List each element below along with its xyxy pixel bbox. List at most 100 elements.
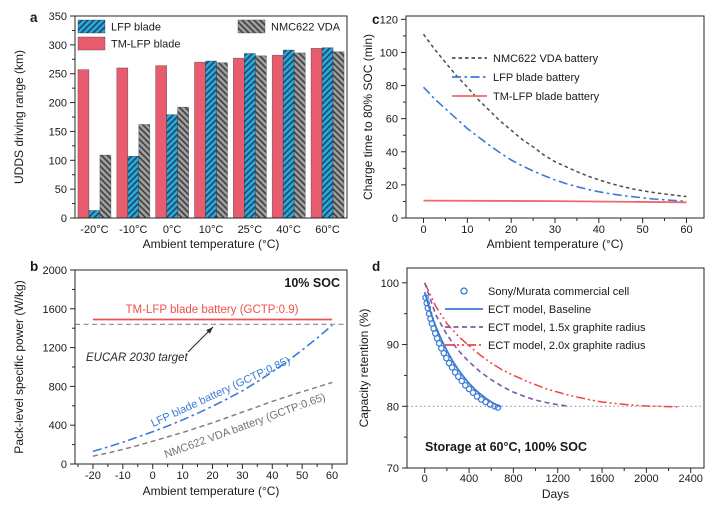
- bar-tm-lfp-blade: [77, 69, 90, 219]
- panel-d-legend: Sony/Murata commercial cell ECT model, Ba…: [445, 286, 646, 352]
- svg-text:40: 40: [266, 470, 278, 482]
- svg-text:10: 10: [176, 470, 188, 482]
- svg-text:0: 0: [150, 470, 156, 482]
- svg-text:ECT model, Baseline: ECT model, Baseline: [488, 304, 591, 316]
- svg-text:100: 100: [381, 278, 399, 290]
- panel-a-legend: LFP blade NMC622 VDA TM-LFP blade: [77, 19, 341, 51]
- panel-d-axes: 70 80 90 100 0 400 800 1200 1600 2000 2400 Days Capa…: [357, 278, 703, 501]
- bar-tm-lfp-blade: [116, 67, 129, 219]
- panel-b-xlabel: Ambient temperature (°C): [143, 484, 280, 498]
- series-lfp-blade-battery: [422, 86, 687, 203]
- bar-lfp-blade: [244, 53, 256, 219]
- panel-c-legend: NMC622 VDA battery LFP blade battery TM-LF…: [452, 53, 600, 103]
- bar-tm-lfp-blade: [310, 48, 323, 219]
- bar-lfp-blade: [205, 60, 217, 219]
- svg-text:80: 80: [387, 401, 399, 413]
- series-nmc622-vda-battery-gctp-0-65-: [92, 381, 333, 457]
- svg-text:30: 30: [549, 224, 561, 236]
- bar-lfp-blade: [166, 114, 178, 219]
- bar-nmc622-vda: [293, 52, 306, 219]
- svg-text:LFP blade: LFP blade: [111, 22, 161, 34]
- panel-a-xlabel: Ambient temperature (°C): [143, 237, 280, 251]
- svg-text:2000: 2000: [634, 473, 658, 485]
- bar-tm-lfp-blade: [155, 65, 167, 219]
- series-sony-murata-commercial-cell: [422, 294, 502, 411]
- svg-text:Storage at 60°C, 100% SOC: Storage at 60°C, 100% SOC: [425, 440, 587, 454]
- bar-nmc622-vda: [177, 106, 189, 219]
- svg-text:TM-LFP blade battery (GCTP:0.9: TM-LFP blade battery (GCTP:0.9): [126, 304, 299, 316]
- svg-text:-20°C: -20°C: [80, 224, 108, 236]
- svg-text:400: 400: [49, 420, 67, 432]
- bar-nmc622-vda: [216, 62, 228, 219]
- svg-text:80: 80: [386, 81, 398, 93]
- bar-lfp-blade: [282, 49, 295, 219]
- panel-letter-c: c: [372, 12, 380, 27]
- svg-text:50: 50: [55, 184, 67, 196]
- panel-b-annotations: 10% SOC TM-LFP blade battery (GCTP:0.9) EU…: [86, 276, 340, 461]
- bar-nmc622-vda: [99, 154, 112, 219]
- series-ect-model-1-5x-graphite-radius: [423, 282, 569, 408]
- panel-d-line-chart: 70 80 90 100 0 400 800 1200 1600 2000 2400 Days Capa…: [357, 259, 705, 501]
- series-lfp-blade-battery-gctp-0-85-: [92, 324, 333, 453]
- svg-text:90: 90: [387, 340, 399, 352]
- panel-a-frame: [74, 15, 348, 219]
- svg-text:1200: 1200: [545, 473, 569, 485]
- bar-nmc622-vda: [138, 124, 151, 219]
- bar-tm-lfp-blade: [233, 57, 245, 219]
- svg-text:30: 30: [236, 470, 248, 482]
- svg-text:-10°C: -10°C: [119, 224, 147, 236]
- svg-text:NMC622 VDA battery: NMC622 VDA battery: [493, 53, 599, 65]
- bar-lfp-blade: [127, 155, 140, 219]
- svg-text:60: 60: [326, 470, 338, 482]
- panel-c-series: [422, 33, 687, 204]
- svg-text:0: 0: [392, 213, 398, 225]
- svg-text:TM-LFP blade battery: TM-LFP blade battery: [493, 91, 600, 103]
- panel-b-line-chart: 0 400 800 1200 1600 2000 -20 -10 0 10 20 30 40 50 60 Am…: [12, 259, 348, 498]
- panel-c-frame: [405, 15, 705, 219]
- svg-text:10°C: 10°C: [199, 224, 224, 236]
- panel-b-ylabel: Pack-level specific power (W/kg): [12, 280, 26, 453]
- svg-text:0: 0: [61, 213, 67, 225]
- svg-text:50: 50: [296, 470, 308, 482]
- svg-text:20: 20: [386, 180, 398, 192]
- series-tm-lfp-blade-battery: [423, 199, 687, 204]
- svg-text:TM-LFP blade: TM-LFP blade: [111, 39, 181, 51]
- panel-letter-d: d: [372, 259, 380, 274]
- svg-text:Sony/Murata commercial cell: Sony/Murata commercial cell: [488, 286, 629, 298]
- svg-text:ECT model, 1.5x graphite radiu: ECT model, 1.5x graphite radius: [488, 322, 646, 334]
- svg-text:150: 150: [49, 126, 67, 138]
- panel-b-frame: [74, 269, 348, 465]
- bar-lfp-blade: [321, 47, 334, 219]
- svg-text:NMC622 VDA: NMC622 VDA: [271, 22, 341, 34]
- panel-d-series: [407, 282, 704, 411]
- bar-nmc622-vda: [332, 51, 345, 219]
- svg-text:10: 10: [461, 224, 473, 236]
- panel-c-xlabel: Ambient temperature (°C): [487, 237, 624, 251]
- svg-text:-10: -10: [115, 470, 131, 482]
- svg-text:25°C: 25°C: [238, 224, 263, 236]
- svg-text:0: 0: [420, 224, 426, 236]
- svg-text:300: 300: [49, 40, 67, 52]
- svg-text:100: 100: [380, 47, 398, 59]
- svg-text:0: 0: [61, 459, 67, 471]
- series-nmc622-vda-battery: [422, 33, 687, 198]
- series-ect-model-2-0x-graphite-radius: [424, 282, 680, 408]
- panel-c-axes: 0 20 40 60 80 100 120 0 10 20 30 40 50 60 Ambient temp…: [361, 14, 693, 251]
- panel-b-arrow: [187, 326, 214, 353]
- svg-text:200: 200: [49, 98, 67, 110]
- svg-text:20: 20: [206, 470, 218, 482]
- svg-text:2400: 2400: [678, 473, 702, 485]
- svg-text:100: 100: [49, 155, 67, 167]
- panel-c-line-chart: 0 20 40 60 80 100 120 0 10 20 30 40 50 60 Ambient temp…: [361, 12, 705, 251]
- svg-text:120: 120: [380, 14, 398, 26]
- panel-a-bar-chart: 0 50 100 150 200 250 300 350 -20°C -10°C 0°C 10°C 25…: [12, 10, 348, 251]
- svg-text:ECT model, 2.0x graphite radiu: ECT model, 2.0x graphite radius: [488, 340, 646, 352]
- svg-text:40°C: 40°C: [276, 224, 301, 236]
- bar-tm-lfp-blade: [194, 61, 206, 219]
- svg-text:1600: 1600: [590, 473, 614, 485]
- svg-text:60: 60: [386, 114, 398, 126]
- svg-text:EUCAR 2030 target: EUCAR 2030 target: [86, 352, 188, 364]
- svg-text:0: 0: [422, 473, 428, 485]
- panel-letter-b: b: [30, 259, 38, 274]
